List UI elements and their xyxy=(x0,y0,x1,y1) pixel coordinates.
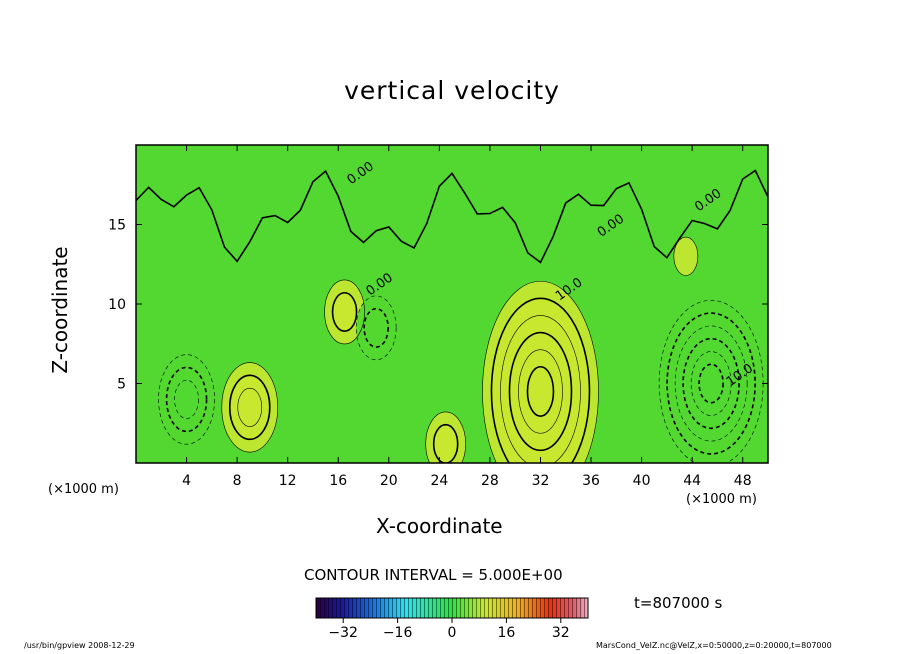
field-level-fill xyxy=(659,300,764,463)
colorbar-tick-label: 0 xyxy=(448,625,457,641)
zero-contour xyxy=(136,169,768,264)
colorbar-tick-label: 16 xyxy=(497,625,515,641)
footer-right: MarsCond_VelZ.nc@VelZ,x=0:50000,z=0:2000… xyxy=(596,641,832,650)
contour-line xyxy=(363,307,389,348)
contour-line xyxy=(482,280,599,463)
x-tick-label: 12 xyxy=(279,473,297,489)
contour-line xyxy=(508,331,573,452)
colorbar-segments xyxy=(316,598,588,618)
contour-line xyxy=(425,411,466,463)
contour-line xyxy=(174,379,199,419)
contour-line xyxy=(698,363,724,404)
contour-line xyxy=(518,349,563,434)
x-tick-label: 4 xyxy=(182,473,191,489)
x-tick-label: 48 xyxy=(734,473,752,489)
chart-title: vertical velocity xyxy=(344,76,560,105)
contour-line xyxy=(666,312,756,455)
x-tick-label: 44 xyxy=(683,473,701,489)
contour-line xyxy=(673,236,699,276)
x-tick-label: 36 xyxy=(582,473,600,489)
contour-line xyxy=(228,374,271,441)
x-tick-label: 24 xyxy=(430,473,448,489)
x-tick-label: 20 xyxy=(380,473,398,489)
contour-line xyxy=(331,291,358,332)
contour-line xyxy=(500,315,581,463)
contour-interval-label: CONTOUR INTERVAL = 5.000E+00 xyxy=(304,566,563,584)
x-unit-label-right: (×1000 m) xyxy=(686,492,757,507)
contour-line xyxy=(682,337,740,430)
contour-line xyxy=(165,366,208,433)
contour-line xyxy=(237,387,263,427)
colorbar-tick-label: −16 xyxy=(383,625,413,641)
x-unit-label-left: (×1000 m) xyxy=(48,482,119,497)
contour-line xyxy=(526,365,555,417)
y-tick-label: 5 xyxy=(117,377,126,393)
contour-line xyxy=(690,351,732,416)
x-tick-label: 32 xyxy=(532,473,550,489)
x-tick-label: 28 xyxy=(481,473,499,489)
colorbar-tick-label: −32 xyxy=(328,625,358,641)
x-axis-label: X-coordinate xyxy=(376,514,503,538)
contour-line xyxy=(490,297,591,463)
x-tick-label: 16 xyxy=(329,473,347,489)
field-level-fill xyxy=(482,281,599,463)
field-level-fill xyxy=(673,237,698,276)
y-tick-label: 15 xyxy=(108,218,126,234)
contour-line xyxy=(674,325,748,442)
x-tick-label: 8 xyxy=(233,473,242,489)
contour-line xyxy=(221,362,279,453)
contour-line xyxy=(355,295,397,361)
y-tick-label: 10 xyxy=(108,297,126,313)
contour-line xyxy=(324,279,365,345)
field-level-fill xyxy=(324,279,365,344)
contour-line xyxy=(432,423,459,463)
colorbar-tick-label: 32 xyxy=(552,625,570,641)
time-label: t=807000 s xyxy=(634,594,723,612)
field-level-fill xyxy=(356,295,397,360)
footer-left: /usr/bin/gpview 2008-12-29 xyxy=(24,641,135,650)
x-tick-label: 40 xyxy=(633,473,651,489)
field-level-fill xyxy=(425,411,466,463)
contour-line xyxy=(158,354,215,445)
